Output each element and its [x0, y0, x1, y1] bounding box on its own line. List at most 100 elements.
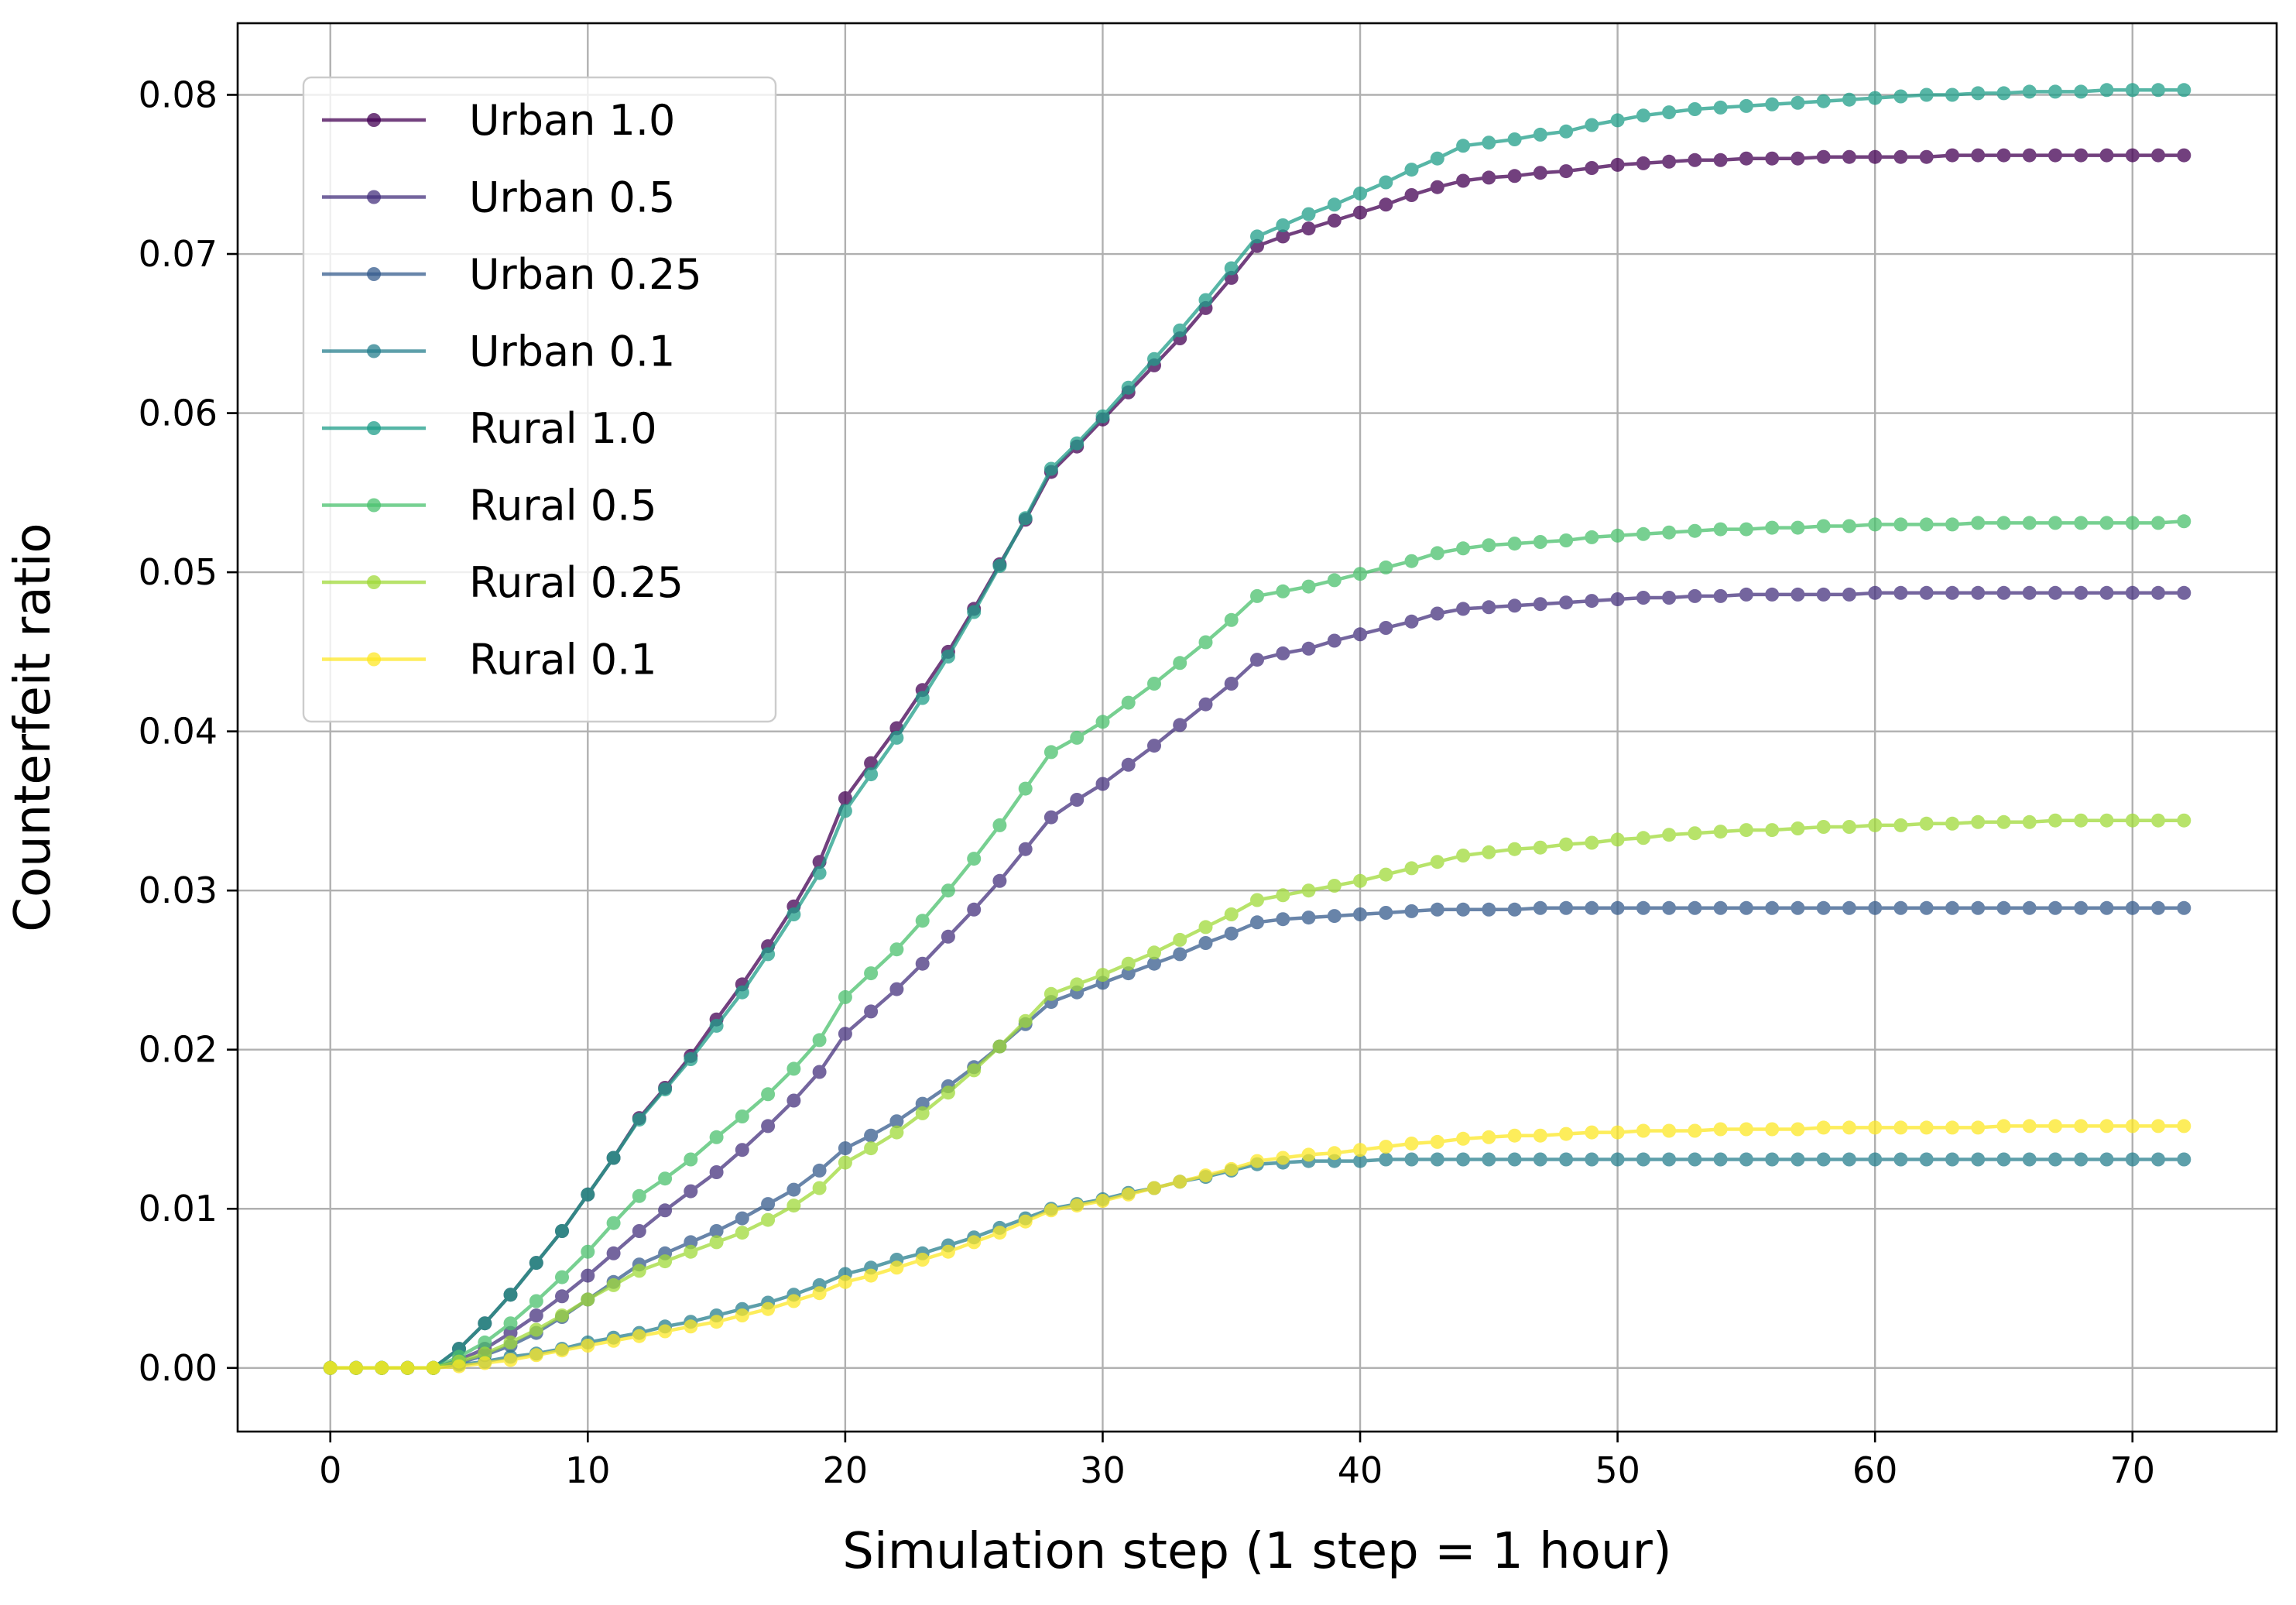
data-point — [1379, 621, 1393, 635]
data-point — [838, 1141, 852, 1156]
data-point — [1379, 906, 1393, 920]
data-point — [1404, 554, 1419, 568]
data-point — [2048, 1119, 2062, 1133]
data-point — [529, 1308, 543, 1322]
data-point — [2048, 900, 2062, 915]
data-point — [1559, 533, 1574, 547]
data-point — [1327, 213, 1342, 228]
data-point — [1043, 461, 1058, 476]
data-point — [709, 1235, 724, 1250]
data-point — [1765, 1152, 1780, 1167]
data-point — [2074, 148, 2089, 163]
data-point — [1816, 900, 1831, 915]
data-point — [1610, 900, 1625, 915]
series-rural-1-0 — [323, 83, 2191, 1375]
data-point — [1250, 588, 1264, 603]
data-point — [709, 1224, 724, 1238]
data-point — [2177, 1119, 2191, 1133]
data-point — [761, 947, 776, 962]
data-point — [1893, 517, 1908, 532]
data-point — [1662, 105, 1677, 120]
data-point — [2125, 148, 2140, 163]
legend-marker — [367, 575, 381, 589]
data-point — [1971, 815, 1986, 829]
data-point — [1482, 1152, 1496, 1167]
data-point — [1070, 1199, 1085, 1213]
data-point — [1301, 579, 1316, 594]
data-point — [1636, 156, 1650, 170]
data-point — [1688, 900, 1702, 915]
data-point — [786, 1061, 801, 1076]
data-point — [375, 1360, 389, 1375]
data-point — [915, 1096, 930, 1111]
data-point — [632, 1188, 646, 1203]
data-point — [503, 1288, 518, 1302]
data-point — [1224, 926, 1239, 941]
data-point — [2048, 813, 2062, 828]
data-point — [838, 1027, 852, 1041]
data-point — [1147, 677, 1161, 691]
data-point — [864, 767, 879, 782]
data-point — [1070, 436, 1085, 451]
data-point — [1198, 920, 1213, 935]
data-point — [1893, 149, 1908, 164]
data-point — [1198, 293, 1213, 307]
data-point — [2074, 84, 2089, 99]
x-tick-label: 50 — [1595, 1449, 1640, 1491]
data-point — [1585, 594, 1599, 609]
data-point — [1765, 97, 1780, 111]
data-point — [1070, 977, 1085, 992]
data-point — [1945, 816, 1959, 831]
data-point — [2151, 1119, 2165, 1133]
data-point — [658, 1254, 673, 1269]
data-point — [1945, 517, 1959, 532]
data-point — [1713, 522, 1728, 537]
data-point — [1430, 1152, 1444, 1167]
data-point — [889, 942, 904, 957]
data-point — [1379, 175, 1393, 190]
data-point — [889, 730, 904, 745]
data-point — [1791, 821, 1805, 835]
data-point — [2151, 83, 2165, 98]
data-point — [1971, 148, 1986, 163]
data-point — [1482, 1130, 1496, 1144]
legend-item: Rural 0.5 — [322, 482, 657, 530]
x-tick-label: 60 — [1852, 1449, 1898, 1491]
data-point — [1276, 912, 1290, 927]
data-point — [1610, 113, 1625, 128]
data-point — [606, 1277, 621, 1292]
data-point — [1276, 584, 1290, 598]
data-point — [1842, 900, 1856, 915]
y-axis-title: Counterfeit ratio — [5, 523, 62, 931]
data-point — [1585, 118, 1599, 132]
data-point — [632, 1264, 646, 1278]
data-point — [529, 1322, 543, 1337]
data-point — [1662, 828, 1677, 842]
data-point — [684, 1184, 698, 1199]
legend-marker — [367, 498, 381, 513]
data-point — [1404, 904, 1419, 918]
data-point — [1276, 218, 1290, 232]
data-point — [812, 1181, 827, 1195]
data-point — [1173, 718, 1187, 732]
data-point — [1276, 888, 1290, 903]
data-point — [2022, 585, 2037, 600]
data-point — [761, 1301, 776, 1316]
data-point — [2074, 1152, 2089, 1167]
data-point — [1996, 1152, 2011, 1167]
data-point — [1430, 855, 1444, 869]
data-point — [1971, 1120, 1986, 1135]
data-point — [1198, 635, 1213, 650]
data-point — [2074, 1119, 2089, 1133]
data-point — [1868, 517, 1883, 532]
data-point — [838, 989, 852, 1004]
y-tick-label: 0.03 — [139, 869, 218, 911]
data-point — [1301, 911, 1316, 925]
data-point — [1791, 587, 1805, 602]
data-point — [941, 883, 955, 898]
data-point — [1868, 1152, 1883, 1167]
data-point — [1996, 1119, 2011, 1133]
data-point — [967, 852, 982, 866]
data-point — [1379, 1152, 1393, 1167]
data-point — [1301, 1147, 1316, 1162]
